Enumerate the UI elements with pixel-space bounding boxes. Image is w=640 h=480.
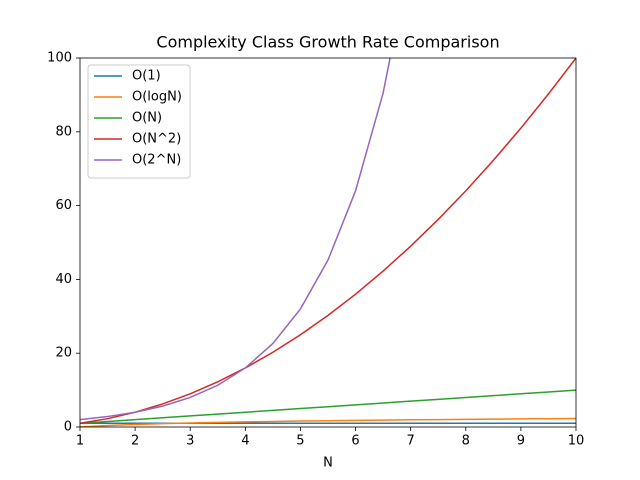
x-tick-label: 1	[76, 434, 84, 449]
legend-label: O(logN)	[132, 90, 182, 105]
x-axis-label: N	[323, 456, 333, 471]
series-line	[80, 389, 576, 425]
series-line	[80, 58, 391, 421]
y-tick-label: 60	[55, 198, 72, 213]
series-line	[80, 58, 576, 425]
series-line	[80, 417, 576, 427]
legend-box	[87, 64, 191, 179]
x-tick-label: 10	[568, 434, 585, 449]
x-tick-label: 7	[407, 434, 415, 449]
chart-title: Complexity Class Growth Rate Comparison	[156, 33, 499, 52]
legend-label: O(2^N)	[132, 153, 181, 168]
y-tick-label: 40	[55, 272, 72, 287]
x-tick-label: 2	[131, 434, 139, 449]
x-tick-label: 8	[462, 434, 470, 449]
x-tick-label: 5	[296, 434, 304, 449]
y-tick-label: 80	[55, 124, 72, 139]
x-tick-label: 4	[241, 434, 249, 449]
x-tick-label: 6	[351, 434, 359, 449]
legend-label: O(N^2)	[132, 132, 181, 147]
plot-area	[80, 58, 576, 427]
y-tick-label: 0	[64, 420, 72, 435]
legend-label: O(1)	[132, 69, 161, 84]
x-tick-label: 9	[517, 434, 525, 449]
y-tick-label: 20	[55, 346, 72, 361]
y-tick-label: 100	[47, 51, 72, 66]
axes-frame	[79, 57, 577, 428]
legend-label: O(N)	[132, 111, 162, 126]
x-tick-label: 3	[186, 434, 194, 449]
